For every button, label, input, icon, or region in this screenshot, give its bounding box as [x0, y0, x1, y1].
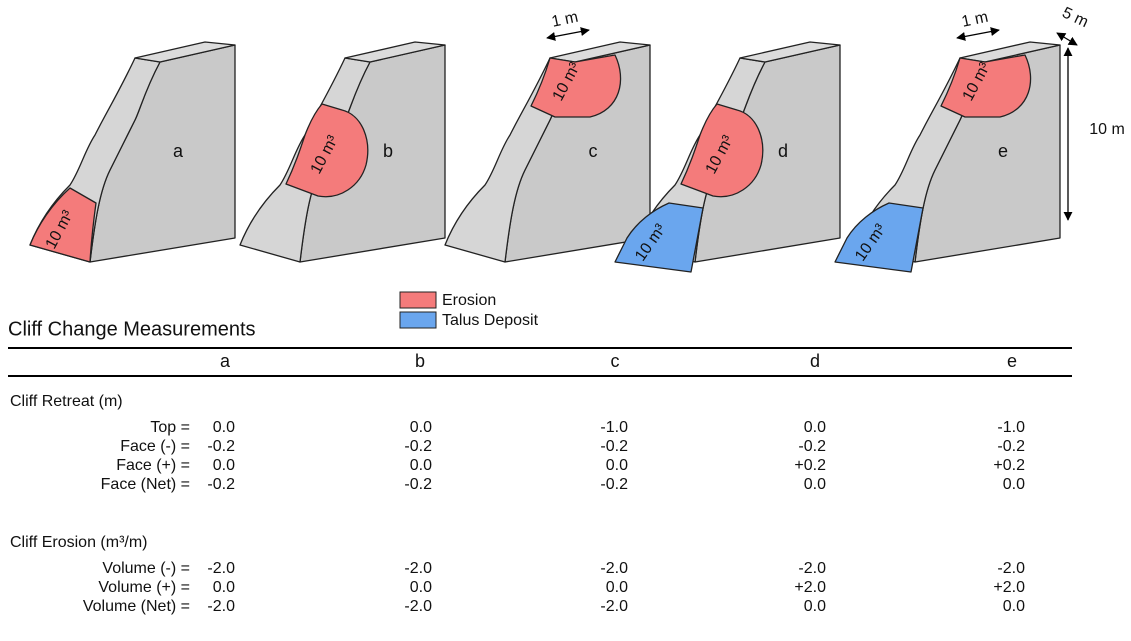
column-header: b [415, 351, 425, 371]
column-header: c [611, 351, 620, 371]
panel-label: d [778, 141, 788, 161]
cell-value: 0.0 [410, 457, 432, 474]
cell-value: -2.0 [404, 560, 432, 577]
cell-value: +0.2 [794, 457, 826, 474]
panel-label: e [998, 141, 1008, 161]
dimension-arrow [957, 30, 999, 38]
column-header: a [220, 351, 231, 371]
panel-label: b [383, 141, 393, 161]
cell-value: 0.0 [606, 457, 628, 474]
cell-value: 0.0 [213, 457, 235, 474]
cell-value: -1.0 [600, 419, 628, 436]
cell-value: -1.0 [997, 419, 1025, 436]
cell-value: 0.0 [804, 476, 826, 493]
cell-value: -2.0 [207, 560, 235, 577]
cell-value: -0.2 [997, 438, 1025, 455]
row-label: Volume (+) = [98, 579, 190, 596]
cell-value: +2.0 [794, 579, 826, 596]
cell-value: 0.0 [410, 419, 432, 436]
column-header: e [1007, 351, 1017, 371]
cell-value: -0.2 [600, 476, 628, 493]
panel-label: a [173, 141, 184, 161]
cell-value: +0.2 [993, 457, 1025, 474]
dimension-label: 5 m [1059, 4, 1090, 31]
row-label: Volume (Net) = [83, 598, 190, 615]
cell-value: +2.0 [993, 579, 1025, 596]
cell-value: -2.0 [207, 598, 235, 615]
cell-value: -2.0 [997, 560, 1025, 577]
cliff-panel: 10 m³a [30, 42, 235, 262]
cell-value: 0.0 [804, 598, 826, 615]
table-title: Cliff Change Measurements [8, 318, 256, 340]
section-title: Cliff Retreat (m) [10, 393, 123, 410]
cell-value: 0.0 [410, 579, 432, 596]
row-label: Face (Net) = [101, 476, 190, 493]
dimension-arrow [1057, 33, 1077, 45]
dimension-arrow [547, 30, 589, 38]
cell-value: -0.2 [207, 438, 235, 455]
row-label: Volume (-) = [102, 560, 190, 577]
cell-value: 0.0 [213, 419, 235, 436]
legend-label: Erosion [442, 292, 496, 309]
cell-value: -2.0 [600, 598, 628, 615]
dimension-label: 10 m [1089, 121, 1125, 138]
dimension-label: 1 m [960, 9, 990, 31]
cell-value: -0.2 [600, 438, 628, 455]
cell-value: 0.0 [1003, 476, 1025, 493]
dimension-label: 1 m [550, 9, 580, 31]
cell-value: -2.0 [404, 598, 432, 615]
cell-value: -2.0 [798, 560, 826, 577]
cell-value: 0.0 [606, 579, 628, 596]
legend-swatch [400, 292, 436, 308]
cell-value: -2.0 [600, 560, 628, 577]
section-title: Cliff Erosion (m³/m) [10, 534, 148, 551]
legend-label: Talus Deposit [442, 312, 539, 329]
column-header: d [810, 351, 820, 371]
row-label: Face (+) = [116, 457, 190, 474]
page: Cliff Change Measurements 10 m³a10 m³b 10… [0, 0, 1131, 636]
cell-value: 0.0 [1003, 598, 1025, 615]
row-label: Top = [150, 419, 190, 436]
cell-value: 0.0 [213, 579, 235, 596]
row-label: Face (-) = [120, 438, 190, 455]
legend-swatch [400, 312, 436, 328]
panel-label: c [589, 141, 598, 161]
cell-value: -0.2 [404, 438, 432, 455]
cell-value: -0.2 [404, 476, 432, 493]
cell-value: -0.2 [207, 476, 235, 493]
cell-value: -0.2 [798, 438, 826, 455]
cell-value: 0.0 [804, 419, 826, 436]
